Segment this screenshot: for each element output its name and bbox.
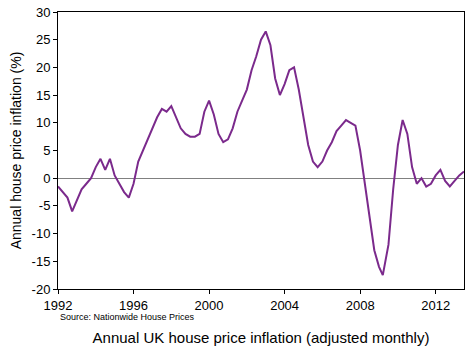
svg-text:-15: -15: [32, 254, 51, 269]
svg-text:2000: 2000: [195, 298, 224, 313]
svg-text:Annual UK house price inflatio: Annual UK house price inflation (adjuste…: [93, 329, 430, 346]
svg-text:25: 25: [36, 32, 50, 47]
svg-text:30: 30: [36, 5, 50, 20]
svg-text:1996: 1996: [119, 298, 148, 313]
svg-text:-5: -5: [39, 198, 51, 213]
svg-text:Source: Nationwide House Price: Source: Nationwide House Prices: [60, 312, 195, 322]
svg-text:Annual house price inflation (: Annual house price inflation (%): [8, 52, 24, 250]
svg-text:-10: -10: [32, 226, 51, 241]
svg-text:5: 5: [43, 143, 50, 158]
svg-text:-20: -20: [32, 282, 51, 297]
svg-text:2008: 2008: [346, 298, 375, 313]
svg-text:1992: 1992: [44, 298, 73, 313]
svg-text:2012: 2012: [421, 298, 450, 313]
svg-text:20: 20: [36, 60, 50, 75]
svg-text:2004: 2004: [270, 298, 299, 313]
svg-text:10: 10: [36, 115, 50, 130]
svg-text:15: 15: [36, 88, 50, 103]
svg-text:0: 0: [43, 171, 50, 186]
